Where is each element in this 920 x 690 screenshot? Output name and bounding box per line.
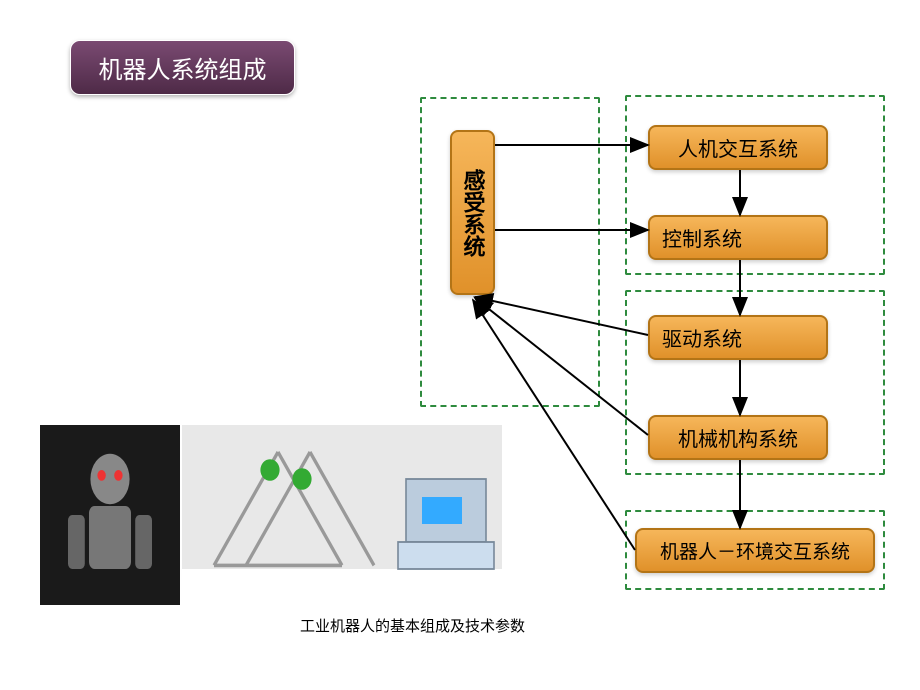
slide-caption: 工业机器人的基本组成及技术参数 (300, 615, 525, 636)
node-control: 控制系统 (648, 215, 828, 260)
node-drive: 驱动系统 (648, 315, 828, 360)
node-env: 机器人－环境交互系统 (635, 528, 875, 573)
image-robot (40, 425, 180, 605)
slide-title-text: 机器人系统组成 (99, 50, 267, 85)
image-printer (182, 425, 502, 605)
group-sense (420, 97, 600, 407)
slide-title: 机器人系统组成 (70, 40, 295, 95)
node-mech: 机械机构系统 (648, 415, 828, 460)
node-hmi: 人机交互系统 (648, 125, 828, 170)
node-sense: 感受系统 (450, 130, 495, 295)
